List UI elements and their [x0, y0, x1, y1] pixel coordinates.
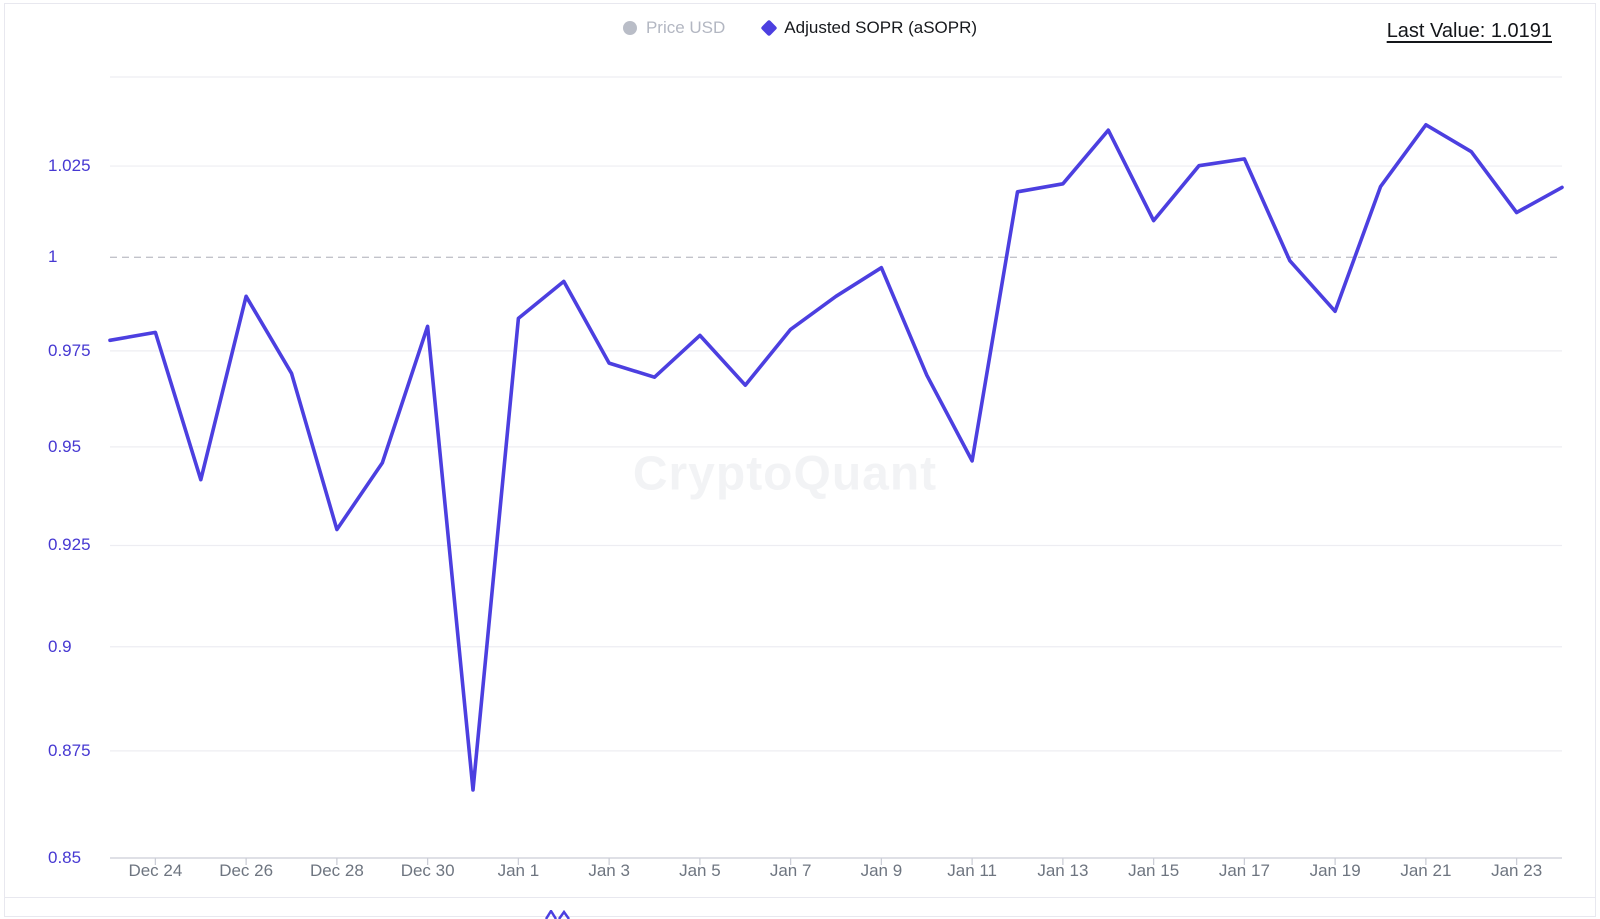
legend-label-adjusted-sopr: Adjusted SOPR (aSOPR)	[784, 18, 978, 37]
chart-card: Price USD Adjusted SOPR (aSOPR) Last Val…	[4, 3, 1596, 919]
x-tick-label: Jan 13	[1037, 861, 1089, 880]
y-tick-label: 0.9	[48, 636, 72, 656]
circle-marker-icon	[622, 21, 637, 35]
legend: Price USD Adjusted SOPR (aSOPR)	[5, 18, 1595, 38]
last-value-label: Last Value: 1.0191	[1386, 20, 1552, 42]
x-tick-label: Jan 15	[1128, 861, 1180, 880]
legend-label-price-usd: Price USD	[645, 18, 726, 37]
series-line-asopr	[108, 123, 1564, 792]
y-tick-label: 0.975	[48, 340, 91, 360]
y-tick-label: 1	[48, 247, 58, 267]
x-tick-label: Dec 26	[219, 861, 274, 880]
x-tick-label: Jan 19	[1309, 861, 1361, 880]
x-tick-label: Jan 5	[679, 861, 721, 880]
x-tick-label: Jan 9	[860, 861, 903, 880]
y-tick-label: 0.85	[48, 848, 82, 867]
x-tick-label: Jan 23	[1491, 861, 1543, 880]
x-tick-label: Jan 1	[497, 861, 540, 880]
y-tick-label: 1.025	[48, 156, 91, 176]
x-tick-label: Dec 28	[309, 861, 364, 880]
legend-item-adjusted-sopr[interactable]: Adjusted SOPR (aSOPR)	[760, 18, 978, 38]
y-tick-label: 0.875	[48, 740, 91, 760]
chart-canvas[interactable]	[5, 4, 1600, 919]
x-tick-label: Dec 30	[400, 861, 455, 880]
x-tick-label: Jan 17	[1218, 861, 1270, 880]
x-tick-label: Dec 24	[128, 861, 183, 880]
x-tick-label: Jan 11	[947, 861, 998, 880]
y-tick-label: 0.95	[48, 436, 82, 456]
x-tick-label: Jan 7	[769, 861, 812, 880]
y-tick-label: 0.925	[48, 535, 91, 555]
bottom-divider	[5, 897, 1595, 898]
x-tick-label: Jan 3	[588, 861, 630, 880]
legend-item-price-usd[interactable]: Price USD	[622, 18, 726, 38]
x-tick-label: Jan 21	[1400, 861, 1452, 880]
